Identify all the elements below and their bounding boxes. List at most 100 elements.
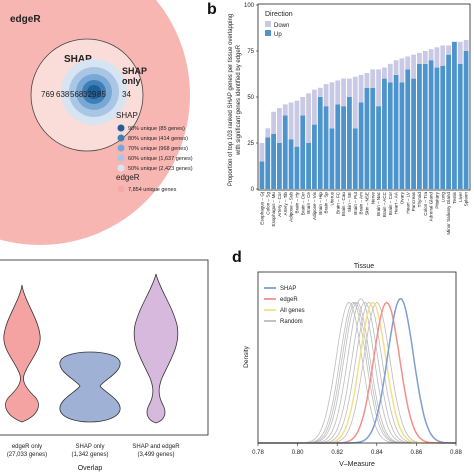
bar-up — [422, 63, 428, 189]
x-tick-label-b: Uterus — [329, 191, 334, 205]
bar-up — [428, 60, 434, 190]
x-tick-label-b: Heart – AA — [394, 191, 399, 214]
bar-down — [428, 49, 434, 61]
legend-b-down-label: Down — [274, 23, 289, 29]
y-axis-b: 0 25 50 75 100 — [244, 3, 258, 193]
bar-down — [300, 97, 306, 116]
edger-legend-title: edgeR — [116, 173, 140, 182]
bar-down — [277, 108, 282, 143]
bar-down — [417, 52, 422, 64]
bar-down — [376, 69, 381, 107]
bar-up — [399, 82, 405, 189]
bar-up — [452, 41, 457, 189]
ring-number-329: 329 — [83, 90, 97, 99]
x-tick-label-b: Brain – Hy — [294, 191, 299, 213]
plot-frame-d — [257, 271, 457, 444]
x-tick-label-b: Minor Salivary Gland — [446, 192, 451, 235]
shap-legend-label: 70% unique (968 genes) — [128, 146, 188, 152]
bar-down — [323, 84, 329, 107]
bar-down — [358, 74, 364, 103]
panel-c: edgeR only (27,033 genes) SHAP only (1,342… — [0, 259, 209, 472]
bar-down — [288, 102, 294, 140]
ring-number-85: 85 — [97, 90, 106, 99]
bar-up — [329, 128, 335, 189]
bar-up — [364, 87, 370, 189]
x-tick-label-b: Esophagus – Mu — [271, 192, 276, 227]
x-tick-label-b: Skin – NSE — [364, 192, 369, 216]
x-tick-label-d: 0.80 — [292, 450, 304, 456]
shap-legend-title: SHAP — [116, 111, 138, 120]
edger-legend-swatch — [117, 185, 125, 193]
bars-b — [259, 39, 469, 190]
bar-up — [376, 106, 381, 189]
c-category-3: SHAP and edgeR (3,499 genes) — [132, 444, 180, 458]
y-tick-label-b: 100 — [244, 3, 255, 9]
bar-up — [259, 161, 265, 189]
shap-legend-label: 80% unique (414 genes) — [128, 136, 188, 142]
bar-down — [382, 67, 387, 79]
panel-letter-b: b — [207, 1, 217, 18]
bar-down — [446, 45, 451, 55]
bar-down — [457, 41, 463, 64]
bar-up — [306, 143, 311, 189]
bar-down — [329, 82, 335, 129]
x-tick-label-b: Brain – ACC — [382, 191, 387, 217]
c-category-2: SHAP only (1,342 genes) — [71, 444, 108, 458]
x-tick-label-b: Heart – LV — [405, 191, 410, 214]
bar-up — [411, 78, 416, 189]
bar-up — [335, 104, 341, 189]
bar-down — [399, 58, 405, 83]
bar-up — [382, 78, 387, 189]
bar-down — [259, 143, 265, 162]
shap-legend-swatch — [117, 154, 125, 162]
legend-d-label: All genes — [280, 308, 305, 314]
x-tick-label-b: Colon – Sg — [265, 192, 270, 215]
bar-up — [312, 124, 317, 189]
shap-only-label: SHAP only — [122, 66, 147, 86]
x-tick-label-b: Brain – Cau — [341, 192, 346, 217]
shap-legend-label: 50% unique (2,423 genes) — [128, 166, 193, 172]
legend-d: SHAP edgeR All genes Random — [264, 286, 305, 325]
bar-up — [265, 137, 271, 189]
panel-d: d Density 0.78 0.80 0.82 0.84 0.86 0.88 V–Mea… — [232, 249, 462, 468]
bar-down — [317, 87, 323, 97]
shap-only-count: 34 — [122, 90, 131, 99]
bar-down — [393, 60, 399, 75]
edger-legend-label: 7,854 unique genes — [128, 187, 177, 193]
bar-down — [364, 73, 370, 88]
shap-circle-label: SHAP — [64, 54, 92, 65]
x-tick-label-b: Pancreas — [411, 191, 416, 211]
x-tick-label-b: Liver — [458, 192, 463, 202]
bar-down — [434, 47, 440, 68]
x-tick-label-d: 0.86 — [411, 450, 423, 456]
y-axis-label-b: Proportion of top 103 ranked SHAP genes … — [228, 14, 242, 186]
legend-b: Direction Down Up — [265, 11, 293, 38]
x-tick-label-b: Brain – Cor — [388, 192, 393, 216]
bar-down — [352, 76, 358, 129]
y-tick-label-b: 25 — [247, 141, 254, 147]
x-axis-b: Esophagus – Gj Colon – Sg Esophagus – Mu Ar… — [259, 191, 468, 235]
x-tick-label-b: Nerve — [370, 192, 375, 205]
legend-b-up-swatch — [265, 30, 271, 36]
x-tick-label-d: 0.84 — [371, 450, 383, 456]
shap-legend-swatch — [117, 124, 125, 132]
bar-down — [440, 45, 446, 66]
x-tick-label-b: Brain – Am — [359, 192, 364, 215]
bar-up — [446, 54, 451, 190]
bar-up — [457, 63, 463, 189]
x-tick-label-b: Esophagus – Gj — [259, 192, 264, 225]
bar-up — [463, 51, 469, 189]
x-tick-label-b: Colon – Tra — [423, 192, 428, 216]
y-axis-label-d: Density — [243, 345, 250, 367]
edger-legend: edgeR 7,854 unique genes — [116, 173, 177, 193]
x-axis-d: 0.78 0.80 0.82 0.84 0.86 0.88 — [252, 443, 462, 456]
bar-up — [440, 65, 446, 189]
x-tick-label-b: Brain – Hip — [318, 192, 323, 215]
bar-up — [417, 63, 422, 189]
x-tick-label-b: Brain – Put — [353, 191, 358, 214]
plot-frame-c — [0, 259, 209, 436]
x-tick-label-b: Adrenal Gland — [429, 192, 434, 222]
x-tick-label-b: Brain – Cer — [300, 192, 305, 216]
x-tick-label-b: Thyroid — [417, 192, 422, 208]
